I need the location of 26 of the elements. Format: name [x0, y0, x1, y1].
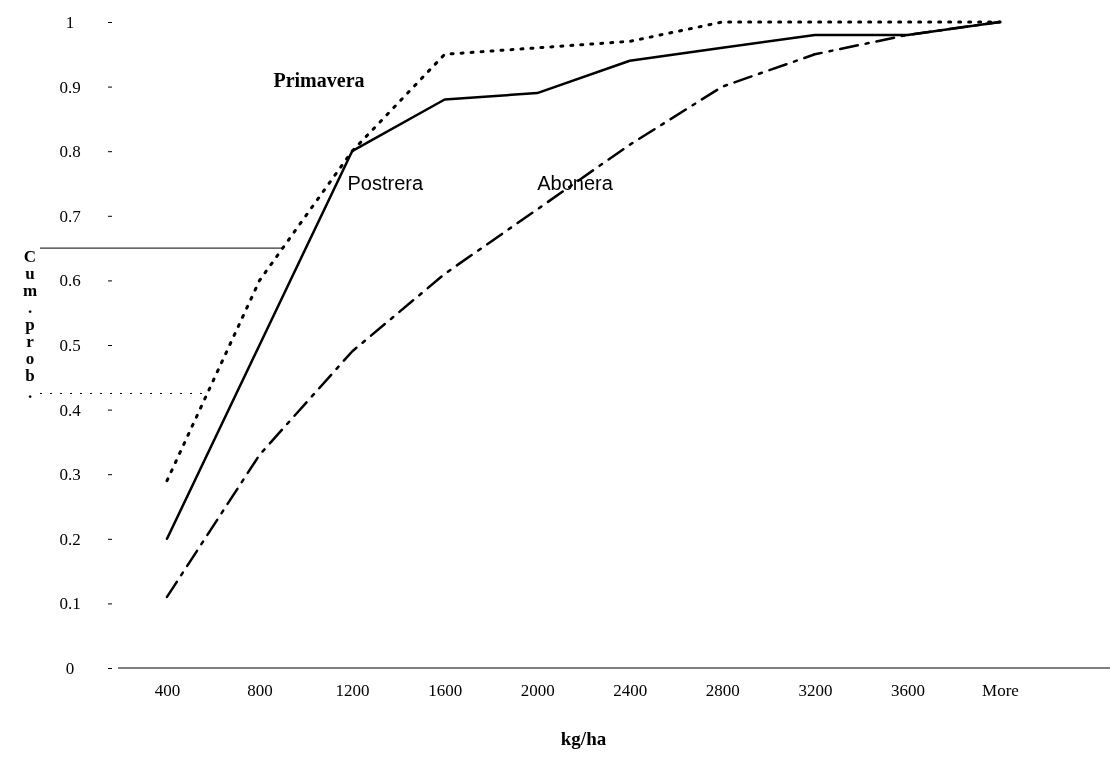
x-tick-label: 800 [247, 681, 273, 701]
text: Cum.prob. [22, 247, 38, 402]
y-tick-label: 0.5 [59, 335, 81, 355]
y-tick-label: 0 [65, 658, 75, 678]
x-tick-label: 2000 [520, 681, 555, 701]
x-tick-label: More [982, 681, 1019, 701]
series-label: Primavera [273, 68, 365, 91]
series-label: Postrera [347, 171, 424, 194]
y-tick-label: 0.2 [59, 529, 81, 549]
x-tick-label: 2800 [705, 681, 740, 701]
y-tick-label: 0.1 [59, 594, 81, 614]
x-tick-label: 400 [154, 681, 181, 701]
x-axis-title: kg/ha [560, 728, 607, 749]
y-tick-label: 0.4 [59, 400, 82, 420]
series-label: Abonera [537, 171, 614, 194]
y-tick-label: 0.7 [59, 206, 82, 226]
y-tick-label: 0.8 [59, 142, 81, 162]
x-tick-label: 1200 [335, 681, 370, 701]
x-tick-label: 1600 [428, 681, 463, 701]
x-tick-label: 3600 [890, 681, 925, 701]
y-tick-label: 0.3 [59, 465, 81, 485]
x-tick-label: 3200 [798, 681, 833, 701]
y-tick-label: 0.6 [59, 271, 81, 291]
y-tick-label: 1 [65, 12, 75, 32]
x-tick-label: 2400 [613, 681, 648, 701]
y-tick-label: 0.9 [59, 77, 81, 97]
